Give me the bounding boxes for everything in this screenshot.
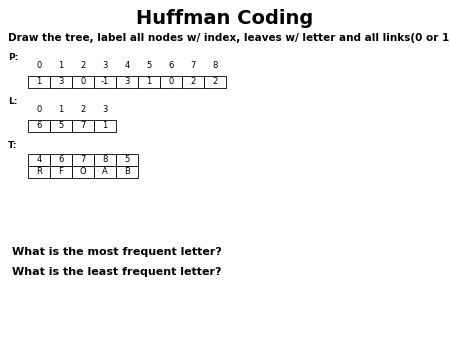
Text: P:: P: [8, 53, 18, 63]
Text: 7: 7 [80, 155, 86, 165]
Text: 3: 3 [124, 77, 130, 87]
Text: 5: 5 [58, 121, 63, 130]
Bar [28, 166, 50, 178]
Text: 7: 7 [80, 121, 86, 130]
Text: 2: 2 [212, 77, 218, 87]
Text: B: B [124, 168, 130, 176]
Bar [182, 76, 204, 88]
Text: 7: 7 [190, 62, 196, 71]
Text: R: R [36, 168, 42, 176]
Text: 0: 0 [81, 77, 86, 87]
Bar [28, 154, 50, 166]
Text: -1: -1 [101, 77, 109, 87]
Bar [138, 76, 160, 88]
Text: 0: 0 [36, 105, 41, 115]
Bar [50, 154, 72, 166]
Text: 6: 6 [168, 62, 174, 71]
Text: 2: 2 [81, 62, 86, 71]
Bar [72, 120, 94, 132]
Bar [204, 76, 226, 88]
Text: 1: 1 [58, 62, 63, 71]
Text: 5: 5 [124, 155, 130, 165]
Text: 3: 3 [102, 105, 108, 115]
Text: Draw the tree, label all nodes w/ index, leaves w/ letter and all links(0 or 1): Draw the tree, label all nodes w/ index,… [8, 33, 450, 43]
Text: F: F [58, 168, 63, 176]
Text: 4: 4 [36, 155, 41, 165]
Bar [160, 76, 182, 88]
Text: What is the most frequent letter?: What is the most frequent letter? [12, 247, 222, 257]
Text: 1: 1 [103, 121, 108, 130]
Text: 1: 1 [36, 77, 41, 87]
Bar [94, 154, 116, 166]
Text: L:: L: [8, 97, 18, 106]
Text: 2: 2 [81, 105, 86, 115]
Bar [50, 120, 72, 132]
Text: What is the least frequent letter?: What is the least frequent letter? [12, 267, 221, 277]
Bar [28, 76, 50, 88]
Text: 0: 0 [168, 77, 174, 87]
Text: Huffman Coding: Huffman Coding [136, 8, 314, 27]
Bar [72, 76, 94, 88]
Bar [94, 76, 116, 88]
Text: 3: 3 [102, 62, 108, 71]
Text: 1: 1 [58, 105, 63, 115]
Text: T:: T: [8, 142, 18, 150]
Text: 6: 6 [58, 155, 64, 165]
Text: 4: 4 [124, 62, 130, 71]
Bar [28, 120, 50, 132]
Bar [50, 76, 72, 88]
Bar [72, 166, 94, 178]
Bar [116, 166, 138, 178]
Bar [116, 76, 138, 88]
Text: 6: 6 [36, 121, 42, 130]
Text: 5: 5 [146, 62, 152, 71]
Text: 2: 2 [190, 77, 196, 87]
Text: 1: 1 [146, 77, 152, 87]
Bar [94, 120, 116, 132]
Text: O: O [80, 168, 86, 176]
Text: 3: 3 [58, 77, 64, 87]
Bar [94, 166, 116, 178]
Bar [116, 154, 138, 166]
Bar [50, 166, 72, 178]
Text: A: A [102, 168, 108, 176]
Text: 8: 8 [102, 155, 108, 165]
Text: 0: 0 [36, 62, 41, 71]
Bar [72, 154, 94, 166]
Text: 8: 8 [212, 62, 218, 71]
